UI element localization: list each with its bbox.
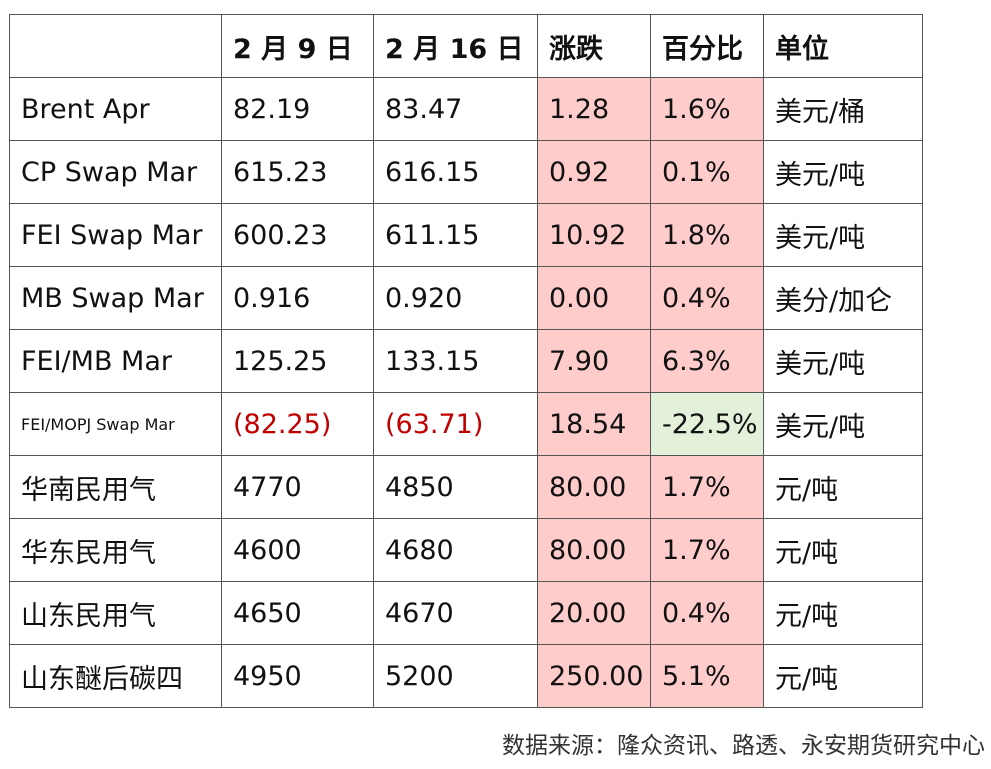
table-row: FEI Swap Mar 600.23 611.15 10.92 1.8% 美元… <box>9 203 923 267</box>
product-name-cell: CP Swap Mar <box>9 140 222 204</box>
feb9-value-cell: 125.25 <box>221 329 374 393</box>
feb16-value-cell: 611.15 <box>373 203 538 267</box>
feb9-value-cell: 4950 <box>221 644 374 708</box>
feb9-value-cell: 4650 <box>221 581 374 645</box>
percent-value-cell: 1.6% <box>650 77 764 141</box>
feb16-value-cell: 616.15 <box>373 140 538 204</box>
change-value-cell: 80.00 <box>537 455 651 519</box>
product-name-cell: 华东民用气 <box>9 518 222 582</box>
feb16-value-cell: 83.47 <box>373 77 538 141</box>
feb16-value-cell: 4670 <box>373 581 538 645</box>
change-value-cell: 0.00 <box>537 266 651 330</box>
table-row: FEI/MB Mar 125.25 133.15 7.90 6.3% 美元/吨 <box>9 329 923 393</box>
feb9-value-cell: 600.23 <box>221 203 374 267</box>
table-row: CP Swap Mar 615.23 616.15 0.92 0.1% 美元/吨 <box>9 140 923 204</box>
feb9-value-cell: 4770 <box>221 455 374 519</box>
feb16-value-cell: (63.71) <box>373 392 538 456</box>
header-cell-percent: 百分比 <box>650 14 764 78</box>
percent-value-cell: 5.1% <box>650 644 764 708</box>
unit-cell: 元/吨 <box>763 455 923 519</box>
feb16-value-cell: 4850 <box>373 455 538 519</box>
unit-cell: 元/吨 <box>763 581 923 645</box>
product-name-cell: 华南民用气 <box>9 455 222 519</box>
table-row: 华南民用气 4770 4850 80.00 1.7% 元/吨 <box>9 455 923 519</box>
header-cell-change: 涨跌 <box>537 14 651 78</box>
percent-value-cell: 0.4% <box>650 266 764 330</box>
header-cell-unit: 单位 <box>763 14 923 78</box>
feb9-value-cell: 4600 <box>221 518 374 582</box>
change-value-cell: 0.92 <box>537 140 651 204</box>
change-value-cell: 10.92 <box>537 203 651 267</box>
feb16-value-cell: 4680 <box>373 518 538 582</box>
header-cell-feb16: 2 月 16 日 <box>373 14 538 78</box>
percent-value-cell: 0.1% <box>650 140 764 204</box>
table-row: MB Swap Mar 0.916 0.920 0.00 0.4% 美分/加仑 <box>9 266 923 330</box>
percent-value-cell: -22.5% <box>650 392 764 456</box>
table-row: 华东民用气 4600 4680 80.00 1.7% 元/吨 <box>9 518 923 582</box>
table-row: 山东醚后碳四 4950 5200 250.00 5.1% 元/吨 <box>9 644 923 708</box>
percent-value-cell: 1.7% <box>650 455 764 519</box>
data-source-note: 数据来源：隆众资讯、路透、永安期货研究中心 <box>502 733 985 759</box>
unit-cell: 美元/吨 <box>763 329 923 393</box>
header-cell-feb9: 2 月 9 日 <box>221 14 374 78</box>
change-value-cell: 80.00 <box>537 518 651 582</box>
price-change-table: 2 月 9 日 2 月 16 日 涨跌 百分比 单位 Brent Apr 82.… <box>9 14 923 708</box>
header-row: 2 月 9 日 2 月 16 日 涨跌 百分比 单位 <box>9 14 923 78</box>
feb16-value-cell: 5200 <box>373 644 538 708</box>
product-name-cell: 山东民用气 <box>9 581 222 645</box>
feb9-value-cell: 82.19 <box>221 77 374 141</box>
percent-value-cell: 0.4% <box>650 581 764 645</box>
header-cell-name <box>9 14 222 78</box>
product-name-cell: FEI Swap Mar <box>9 203 222 267</box>
feb16-value-cell: 133.15 <box>373 329 538 393</box>
product-name-cell: MB Swap Mar <box>9 266 222 330</box>
feb9-value-cell: (82.25) <box>221 392 374 456</box>
unit-cell: 美元/吨 <box>763 140 923 204</box>
unit-cell: 元/吨 <box>763 518 923 582</box>
feb16-value-cell: 0.920 <box>373 266 538 330</box>
unit-cell: 美分/加仑 <box>763 266 923 330</box>
product-name-cell: 山东醚后碳四 <box>9 644 222 708</box>
table-row: FEI/MOPJ Swap Mar (82.25) (63.71) 18.54 … <box>9 392 923 456</box>
change-value-cell: 250.00 <box>537 644 651 708</box>
percent-value-cell: 6.3% <box>650 329 764 393</box>
product-name-cell: FEI/MB Mar <box>9 329 222 393</box>
change-value-cell: 18.54 <box>537 392 651 456</box>
product-name-cell: Brent Apr <box>9 77 222 141</box>
feb9-value-cell: 615.23 <box>221 140 374 204</box>
percent-value-cell: 1.7% <box>650 518 764 582</box>
table-row: Brent Apr 82.19 83.47 1.28 1.6% 美元/桶 <box>9 77 923 141</box>
percent-value-cell: 1.8% <box>650 203 764 267</box>
feb9-value-cell: 0.916 <box>221 266 374 330</box>
unit-cell: 美元/桶 <box>763 77 923 141</box>
change-value-cell: 1.28 <box>537 77 651 141</box>
change-value-cell: 20.00 <box>537 581 651 645</box>
change-value-cell: 7.90 <box>537 329 651 393</box>
product-name-cell: FEI/MOPJ Swap Mar <box>9 392 222 456</box>
unit-cell: 元/吨 <box>763 644 923 708</box>
unit-cell: 美元/吨 <box>763 392 923 456</box>
unit-cell: 美元/吨 <box>763 203 923 267</box>
table-row: 山东民用气 4650 4670 20.00 0.4% 元/吨 <box>9 581 923 645</box>
